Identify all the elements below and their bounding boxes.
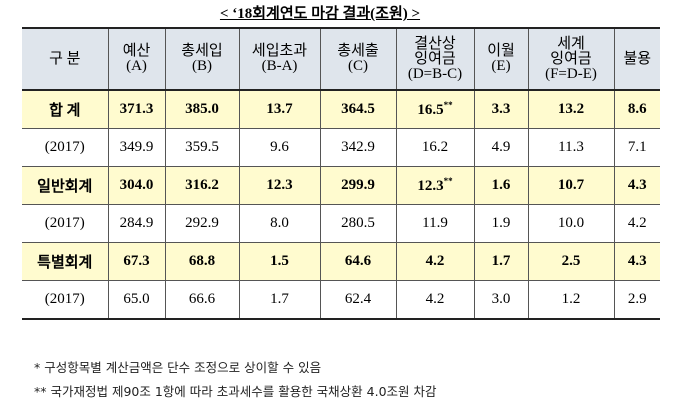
value-cell: 3.3 <box>473 89 529 129</box>
value-cell: 7.1 <box>613 128 660 167</box>
value-cell: 284.9 <box>107 204 166 243</box>
header-line: 잉여금 <box>550 50 592 67</box>
header-cell: 총세입 (B) <box>164 27 240 91</box>
table-row: (2017) 349.9 359.5 9.6 342.9 16.2 4.9 11.3 7.1 <box>22 128 660 167</box>
value-cell: 16.5** <box>395 89 475 129</box>
header-cell: 예산 (A) <box>107 27 166 91</box>
header-line: 결산상 <box>414 35 456 52</box>
value-cell: 2.5 <box>527 242 615 281</box>
value-text: 16.5 <box>417 102 444 118</box>
value-cell: 4.2 <box>613 204 660 243</box>
row-label: 합 계 <box>22 89 109 129</box>
header-line: 총세입 <box>181 43 223 59</box>
value-cell: 10.0 <box>527 204 615 243</box>
value-cell: 1.6 <box>473 166 529 205</box>
value-cell: 68.8 <box>164 242 240 281</box>
value-cell: 8.0 <box>238 204 321 243</box>
value-cell: 1.5 <box>238 242 321 281</box>
table-row: 합 계 371.3 385.0 13.7 364.5 16.5** 3.3 13.2 8.6 <box>22 89 660 129</box>
result-table: 구 분 예산 (A) 총세입 (B) 세입초과 (B-A) 총세출 (C) 결산상 잉여금 (D=B-… <box>22 27 660 320</box>
value-cell: 13.2 <box>527 89 615 129</box>
header-line: 세계 <box>557 35 585 52</box>
value-cell: 304.0 <box>107 166 166 205</box>
row-label: (2017) <box>22 128 109 167</box>
title: < ‘18회계연도 마감 결과(조원) > <box>219 6 421 22</box>
footnote: * 구성항목별 계산금액은 단수 조정으로 상이할 수 있음 <box>34 360 322 375</box>
value-cell: 299.9 <box>319 166 397 205</box>
value-cell: 66.6 <box>164 280 240 320</box>
value-cell: 9.6 <box>238 128 321 167</box>
header-cell: 세입초과 (B-A) <box>238 27 321 91</box>
value-cell: 64.6 <box>319 242 397 281</box>
value-cell: 8.6 <box>613 89 660 129</box>
note-mark: ** <box>443 176 453 186</box>
value-cell: 1.9 <box>473 204 529 243</box>
value-cell: 364.5 <box>319 89 397 129</box>
value-cell: 2.9 <box>613 280 660 320</box>
value-cell: 65.0 <box>107 280 166 320</box>
header-line: (D=B-C) <box>407 65 463 82</box>
header-line: 총세출 <box>337 43 379 59</box>
header-line: 불용 <box>623 50 652 67</box>
header-line: (B) <box>192 58 212 74</box>
header-cell: 총세출 (C) <box>319 27 397 91</box>
value-cell: 62.4 <box>319 280 397 320</box>
value-cell: 1.7 <box>473 242 529 281</box>
header-line: 이월 <box>487 43 515 59</box>
value-cell: 371.3 <box>107 89 166 129</box>
value-cell: 4.2 <box>395 280 475 320</box>
value-cell: 1.7 <box>238 280 321 320</box>
row-label: 특별회계 <box>22 242 109 281</box>
header-cell: 이월 (E) <box>473 27 529 91</box>
header-cell: 구 분 <box>22 27 109 91</box>
note-mark: ** <box>443 100 453 110</box>
header-line: 예산 <box>122 43 151 59</box>
header-cell: 결산상 잉여금 (D=B-C) <box>395 27 475 91</box>
header-line: (B-A) <box>261 58 298 74</box>
value-cell: 12.3 <box>238 166 321 205</box>
header-line: (E) <box>491 58 511 74</box>
value-cell: 11.3 <box>527 128 615 167</box>
table-row: (2017) 65.0 66.6 1.7 62.4 4.2 3.0 1.2 2.9 <box>22 280 660 320</box>
value-cell: 3.0 <box>473 280 529 320</box>
value-cell: 10.7 <box>527 166 615 205</box>
value-cell: 1.2 <box>527 280 615 320</box>
value-cell: 4.3 <box>613 242 660 281</box>
value-cell: 11.9 <box>395 204 475 243</box>
value-cell: 4.9 <box>473 128 529 167</box>
value-cell: 385.0 <box>164 89 240 129</box>
value-cell: 13.7 <box>238 89 321 129</box>
footnote: ** 국가재정법 제90조 1항에 따라 초과세수를 활용한 국채상환 4.0조… <box>34 384 437 399</box>
value-cell: 16.2 <box>395 128 475 167</box>
header-line: 잉여금 <box>414 50 456 67</box>
header-cell: 세계 잉여금 (F=D-E) <box>527 27 615 91</box>
header-line: (F=D-E) <box>545 65 597 82</box>
row-label: (2017) <box>22 280 109 320</box>
header-cell: 불용 <box>613 27 660 91</box>
value-cell: 349.9 <box>107 128 166 167</box>
value-cell: 280.5 <box>319 204 397 243</box>
row-label: 일반회계 <box>22 166 109 205</box>
value-cell: 292.9 <box>164 204 240 243</box>
header-line: 세입초과 <box>251 43 308 59</box>
row-label: (2017) <box>22 204 109 243</box>
header-row: 구 분 예산 (A) 총세입 (B) 세입초과 (B-A) 총세출 (C) 결산상 잉여금 (D=B-… <box>22 27 660 91</box>
value-cell: 342.9 <box>319 128 397 167</box>
table-row: 일반회계 304.0 316.2 12.3 299.9 12.3** 1.6 10.7 4.3 <box>22 166 660 205</box>
value-text: 12.3 <box>417 178 444 194</box>
value-cell: 316.2 <box>164 166 240 205</box>
table-row: (2017) 284.9 292.9 8.0 280.5 11.9 1.9 10.0 4.2 <box>22 204 660 243</box>
header-line: (A) <box>126 58 147 74</box>
value-cell: 12.3** <box>395 166 475 205</box>
header-line: (C) <box>348 58 368 74</box>
table-body: 합 계 371.3 385.0 13.7 364.5 16.5** 3.3 13.2 8.6 (2… <box>22 89 660 320</box>
value-cell: 4.3 <box>613 166 660 205</box>
value-cell: 359.5 <box>164 128 240 167</box>
table-row: 특별회계 67.3 68.8 1.5 64.6 4.2 1.7 2.5 4.3 <box>22 242 660 281</box>
header-line: 구 분 <box>49 50 81 67</box>
value-cell: 4.2 <box>395 242 475 281</box>
value-cell: 67.3 <box>107 242 166 281</box>
